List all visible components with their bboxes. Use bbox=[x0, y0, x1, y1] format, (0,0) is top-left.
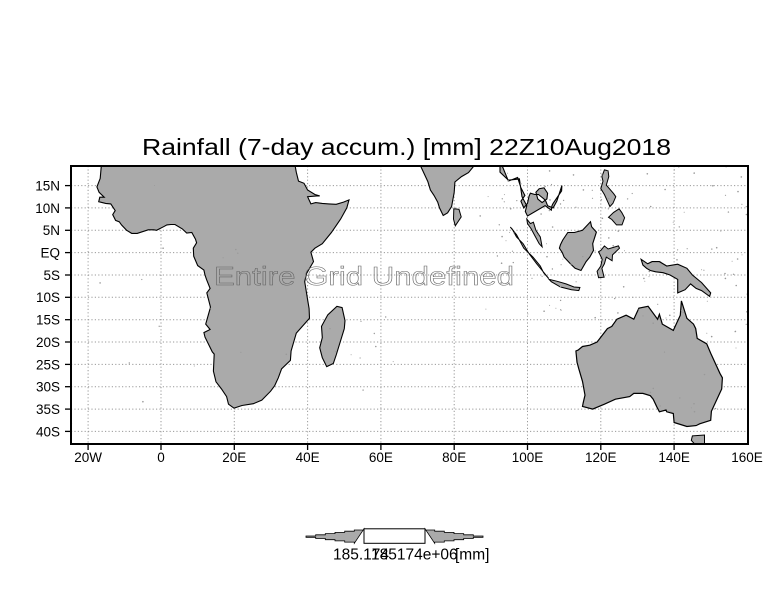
svg-text:5N: 5N bbox=[43, 223, 60, 238]
svg-text:25S: 25S bbox=[36, 357, 60, 372]
svg-text:140E: 140E bbox=[658, 450, 690, 465]
svg-text:20S: 20S bbox=[36, 335, 60, 350]
svg-text:Entire Grid Undefined: Entire Grid Undefined bbox=[214, 261, 514, 291]
svg-text:EQ: EQ bbox=[40, 246, 60, 261]
svg-text:160E: 160E bbox=[731, 450, 763, 465]
svg-text:20E: 20E bbox=[222, 450, 246, 465]
svg-text:80E: 80E bbox=[442, 450, 466, 465]
svg-text:35S: 35S bbox=[36, 402, 60, 417]
svg-text:[mm]: [mm] bbox=[455, 547, 489, 564]
svg-text:120E: 120E bbox=[585, 450, 617, 465]
svg-text:Rainfall (7-day accum.) [mm]: Rainfall (7-day accum.) [mm] 22Z10Aug201… bbox=[142, 134, 671, 160]
svg-text:40E: 40E bbox=[296, 450, 320, 465]
svg-text:10N: 10N bbox=[35, 201, 60, 216]
svg-text:60E: 60E bbox=[369, 450, 393, 465]
svg-text:30S: 30S bbox=[36, 380, 60, 395]
svg-text:5S: 5S bbox=[43, 268, 60, 283]
svg-text:100E: 100E bbox=[512, 450, 544, 465]
svg-text:40S: 40S bbox=[36, 424, 60, 439]
svg-text:15N: 15N bbox=[35, 179, 60, 194]
svg-text:0: 0 bbox=[157, 450, 165, 465]
svg-text:10S: 10S bbox=[36, 290, 60, 305]
svg-text:15S: 15S bbox=[36, 313, 60, 328]
svg-text:20W: 20W bbox=[74, 450, 102, 465]
svg-text:185174e+06: 185174e+06 bbox=[371, 547, 458, 564]
